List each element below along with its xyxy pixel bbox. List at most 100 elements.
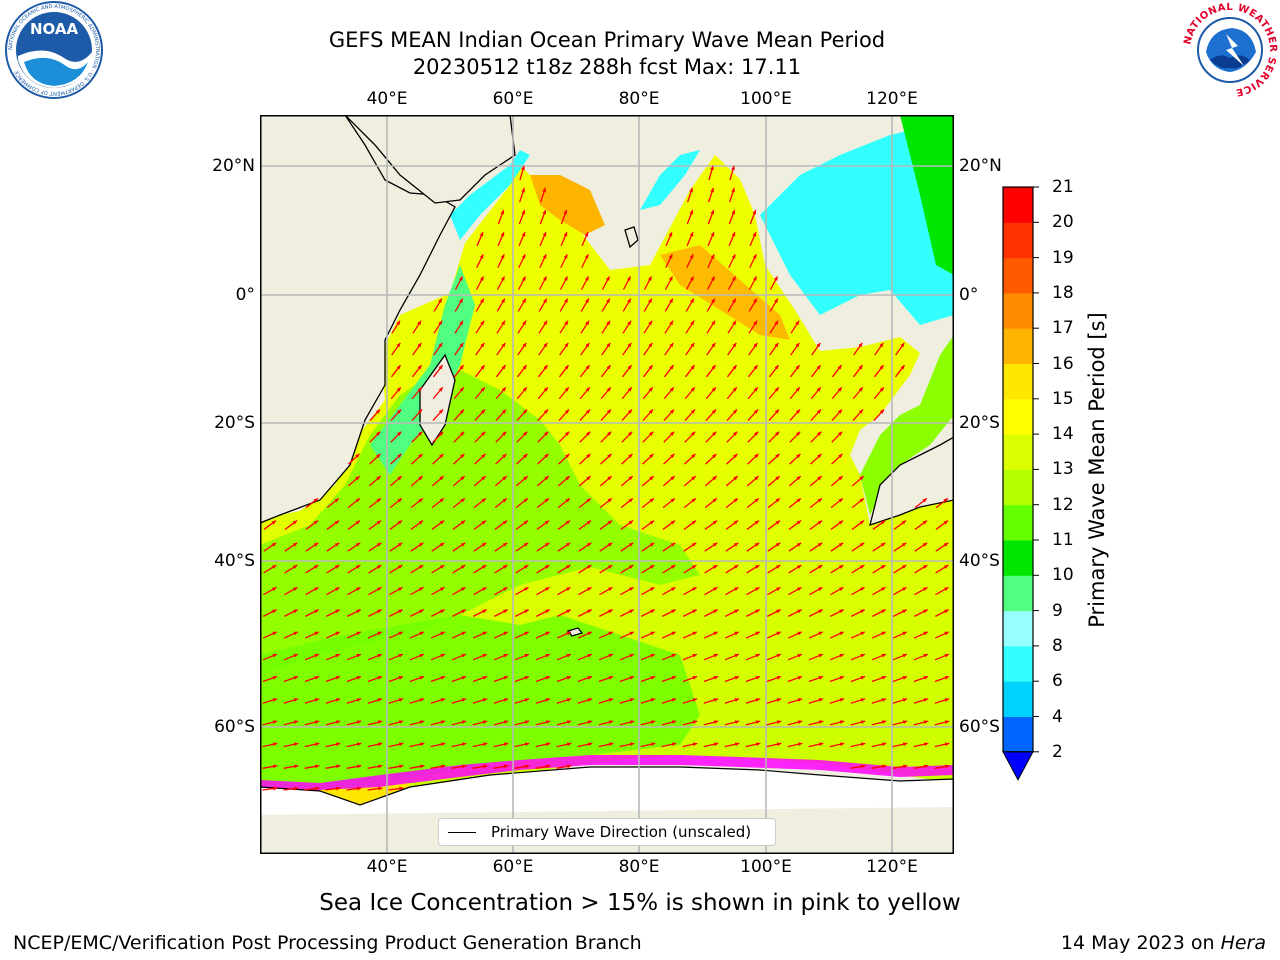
colorbar-segment (1003, 504, 1033, 541)
wave-arrow (326, 564, 340, 574)
wave-arrow (556, 698, 572, 704)
tick-right-40s: 40°S (959, 551, 1000, 571)
colorbar (1000, 185, 1040, 785)
wave-arrow (409, 653, 425, 661)
wave-arrow (535, 698, 551, 704)
wave-arrow (347, 497, 361, 509)
wave-arrow (745, 742, 761, 748)
wave-arrow (560, 253, 568, 269)
wave-arrow (662, 609, 676, 617)
wave-arrow (580, 276, 590, 290)
wave-arrow (766, 675, 782, 683)
wave-arrow (830, 475, 844, 487)
wave-arrow (515, 475, 529, 487)
wave-arrow (745, 631, 761, 639)
wave-arrow (493, 675, 509, 683)
wave-arrow (305, 520, 319, 530)
wave-arrow (598, 742, 614, 748)
wave-arrow (704, 497, 718, 509)
wave-arrow (705, 453, 717, 465)
wave-arrow (391, 342, 401, 356)
wave-arrow (914, 564, 928, 574)
wave-arrow (768, 409, 780, 421)
wave-arrow (518, 209, 526, 225)
nws-logo: NATIONAL WEATHER SERVICE (1176, 0, 1280, 100)
wave-arrow (538, 276, 548, 290)
tick-left-20s: 20°S (214, 413, 255, 433)
wave-arrow (347, 564, 361, 574)
wave-arrow (787, 742, 803, 748)
wave-arrow (643, 298, 653, 312)
wave-arrow (683, 520, 697, 530)
wave-arrow (706, 320, 716, 334)
wave-arrow (643, 320, 653, 334)
wave-arrow (934, 653, 950, 661)
wave-arrow (705, 409, 717, 421)
orange-zone-sumatra (660, 245, 790, 340)
wave-arrow (830, 609, 844, 617)
wave-arrow (580, 320, 590, 334)
wave-arrow (809, 520, 823, 530)
wave-arrow (284, 609, 298, 617)
wave-arrow (367, 698, 383, 704)
wave-arrow (517, 320, 527, 334)
wave-arrow (913, 742, 929, 748)
wave-arrow (788, 586, 802, 596)
wave-arrow (599, 542, 613, 552)
colorbar-tick-label: 20 (1052, 212, 1074, 233)
wave-arrow (557, 586, 571, 596)
wave-arrow (787, 631, 803, 639)
colorbar-tick-label: 9 (1052, 600, 1063, 621)
wave-arrow (581, 231, 589, 247)
wave-arrow (787, 720, 803, 726)
wave-arrow (934, 698, 950, 704)
wave-arrow (684, 453, 696, 465)
wave-arrow (643, 276, 653, 290)
wave-arrow (558, 386, 570, 400)
wave-arrow (430, 720, 446, 726)
colorbar-tick-label: 12 (1052, 494, 1074, 515)
wave-arrow (495, 453, 507, 465)
wave-arrow (388, 631, 404, 639)
wave-arrow (430, 675, 446, 683)
wave-arrow (539, 187, 547, 203)
wave-arrow (347, 520, 361, 530)
wave-arrow (850, 653, 866, 661)
wave-arrow (810, 453, 822, 465)
wave-arrow (790, 342, 800, 356)
wave-arrow (766, 631, 782, 639)
wave-arrow (808, 675, 824, 683)
wave-arrow (767, 497, 781, 509)
wave-arrow (493, 720, 509, 726)
wave-arrow (661, 720, 677, 726)
colorbar-tick-label: 10 (1052, 565, 1074, 586)
colorbar-tick-label: 15 (1052, 388, 1074, 409)
wave-arrow (619, 720, 635, 726)
noaa-logo-text: NOAA (30, 20, 79, 38)
wave-arrow (747, 386, 759, 400)
wave-arrow (850, 698, 866, 704)
cyan-zone-south-china-sea (760, 120, 954, 325)
wave-arrow (851, 497, 865, 509)
wave-arrow (747, 364, 759, 378)
wave-arrow (431, 520, 445, 530)
colorbar-tick-label: 21 (1052, 177, 1074, 197)
wave-arrow (411, 409, 423, 421)
wave-arrow (262, 742, 278, 748)
wave-arrow (892, 742, 908, 748)
wave-arrow (325, 720, 341, 726)
wave-arrow (388, 653, 404, 661)
wave-arrow (725, 497, 739, 509)
wave-arrow (768, 364, 780, 378)
wave-arrow (473, 586, 487, 596)
wave-arrow (346, 675, 362, 683)
wave-arrow (873, 409, 885, 421)
wave-arrow (538, 342, 548, 356)
wave-arrow (640, 675, 656, 683)
wave-arrow (725, 586, 739, 596)
wave-arrow (831, 386, 843, 400)
wave-arrow (601, 276, 611, 290)
wave-arrow (599, 520, 613, 530)
wave-arrow (913, 675, 929, 683)
wave-arrow (390, 386, 402, 400)
